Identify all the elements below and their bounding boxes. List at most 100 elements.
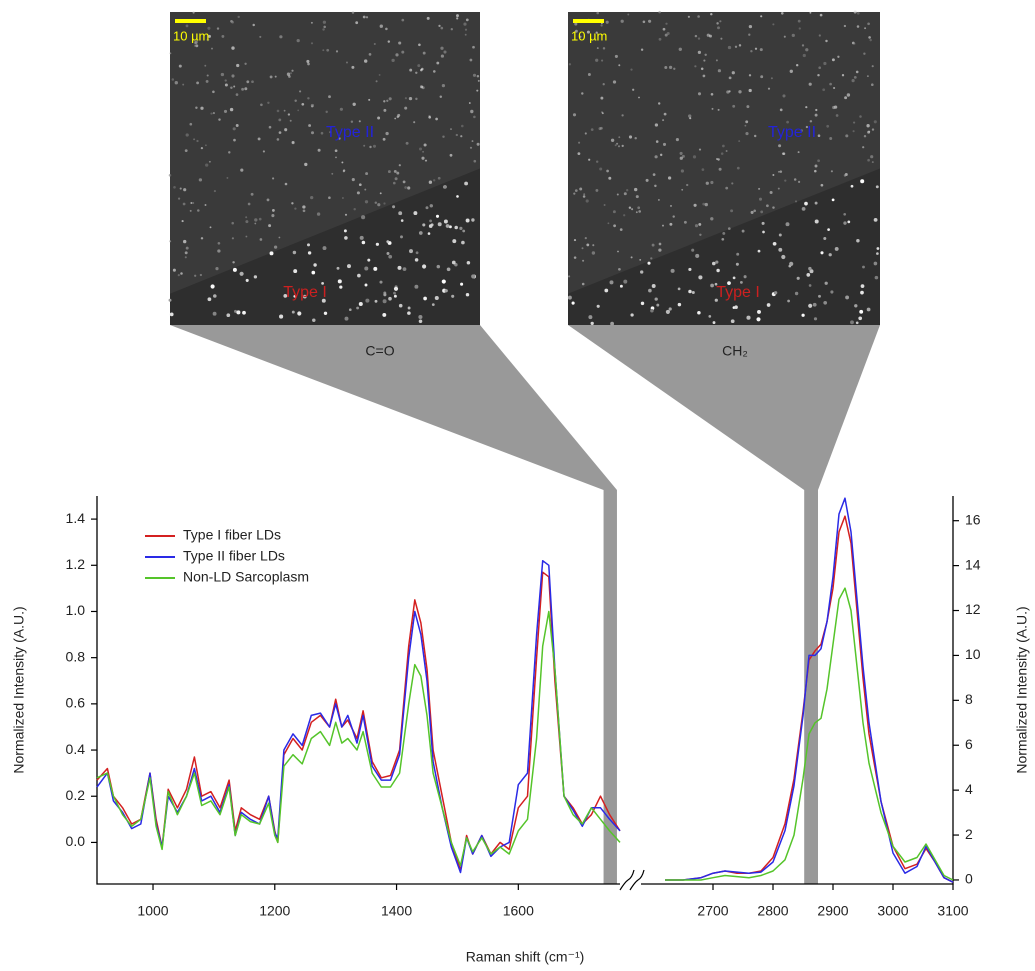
micrograph-speck [699,233,702,236]
micrograph-speck [758,197,763,201]
micrograph-speck [841,74,845,77]
micrograph-speck [234,309,237,313]
micrograph-speck [382,299,387,304]
micrograph-speck [351,65,355,69]
micrograph-speck [812,302,817,307]
micrograph-speck [331,172,334,175]
micrograph-speck [242,310,246,315]
micrograph-speck [343,229,347,233]
micrograph-speck [335,156,337,159]
micrograph-speck [439,95,443,98]
micrograph-speck [239,271,244,276]
micrograph-speck [645,178,649,182]
micrograph-speck [785,222,790,227]
micrograph-speck [394,177,398,181]
micrograph-speck [229,107,234,112]
micrograph-speck [681,188,684,191]
micrograph-speck [719,20,722,23]
micrograph-speck [230,86,233,89]
micrograph-speck [718,167,722,171]
micrograph-speck [596,304,600,308]
micrograph-speck [617,145,621,148]
micrograph-speck [801,313,805,317]
micrograph-speck [579,35,582,39]
micrograph-speck [866,124,870,128]
micrograph-speck [361,240,366,245]
y-tick-label: 16 [965,511,981,527]
micrograph-speck [356,191,360,195]
micrograph-speck [235,93,239,96]
micrograph-speck [418,231,423,235]
micrograph-speck [296,38,300,43]
micrograph-speck [233,85,236,88]
micrograph-speck [418,319,423,324]
micrograph-speck [658,10,661,14]
micrograph-speck [472,45,475,49]
micrograph-speck [477,79,480,82]
micrograph-speck [182,202,186,206]
x-tick-label: 2900 [817,903,848,919]
micrograph-speck [422,264,427,269]
micrograph-speck [341,196,344,200]
micrograph-speck [760,15,763,18]
micrograph-speck [750,210,754,214]
micrograph-speck [817,134,821,137]
micrograph-speck [245,235,248,238]
micrograph-speck [404,186,407,189]
micrograph-speck [382,137,386,141]
micrograph-speck [853,121,856,124]
micrograph-speck [614,54,618,58]
micrograph-speck [392,205,396,209]
micrograph-speck [734,305,738,309]
y-tick-label: 2 [965,826,973,842]
micrograph-speck [850,184,854,188]
micrograph-speck [704,202,708,207]
micrograph-speck [198,178,203,182]
micrograph-speck [795,63,799,67]
micrograph-speck [336,266,340,270]
micrograph-speck [618,64,621,67]
micrograph-speck [694,224,699,228]
micrograph-speck [276,109,280,113]
micrograph-speck [212,112,215,115]
micrograph-speck [647,261,651,265]
micrograph-speck [353,207,356,211]
micrograph-speck [837,55,840,58]
micrograph-speck [695,253,700,258]
micrograph-speck [791,33,795,38]
micrograph-speck [236,310,241,315]
micrograph-speck [171,78,175,81]
y-tick-label: 0 [965,871,973,887]
micrograph-speck [461,240,465,245]
micrograph-speck [386,240,390,243]
micrograph-speck [664,33,668,37]
micrograph-speck [476,89,479,92]
micrograph-speck [192,11,195,14]
micrograph-speck [711,107,714,110]
micrograph-speck [754,47,758,50]
micrograph-speck [407,311,411,315]
micrograph-speck [415,251,419,255]
micrograph-speck [471,218,475,222]
micrograph-speck [631,208,634,211]
micrograph-speck [600,126,603,130]
micrograph-speck [847,220,851,224]
micrograph-speck [777,170,780,173]
micrograph-speck [325,110,328,114]
micrograph-speck [396,171,400,175]
micrograph-speck [386,99,389,102]
micrograph-speck [801,207,806,211]
micrograph-speck [476,75,480,78]
micrograph-speck [424,159,428,162]
micrograph-speck [181,220,184,223]
micrograph-speck [778,247,783,252]
micrograph-speck [760,210,764,214]
micrograph-speck [654,184,657,188]
micrograph-speck [722,231,726,235]
x-tick-label: 1600 [503,903,534,919]
micrograph-speck [250,192,254,196]
micrograph-speck [215,267,219,271]
legend-label: Type II fiber LDs [183,548,285,564]
micrograph-speck [213,294,217,298]
micrograph-speck [450,28,453,31]
